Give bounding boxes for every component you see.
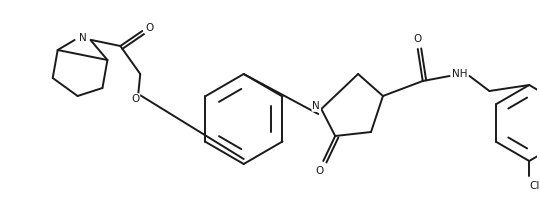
Text: O: O: [145, 23, 153, 33]
Text: O: O: [131, 94, 139, 104]
Text: O: O: [414, 34, 422, 44]
Text: Cl: Cl: [529, 181, 539, 191]
Text: O: O: [315, 166, 323, 176]
Text: N: N: [313, 101, 320, 111]
Text: N: N: [79, 33, 86, 43]
Text: NH: NH: [452, 69, 467, 79]
